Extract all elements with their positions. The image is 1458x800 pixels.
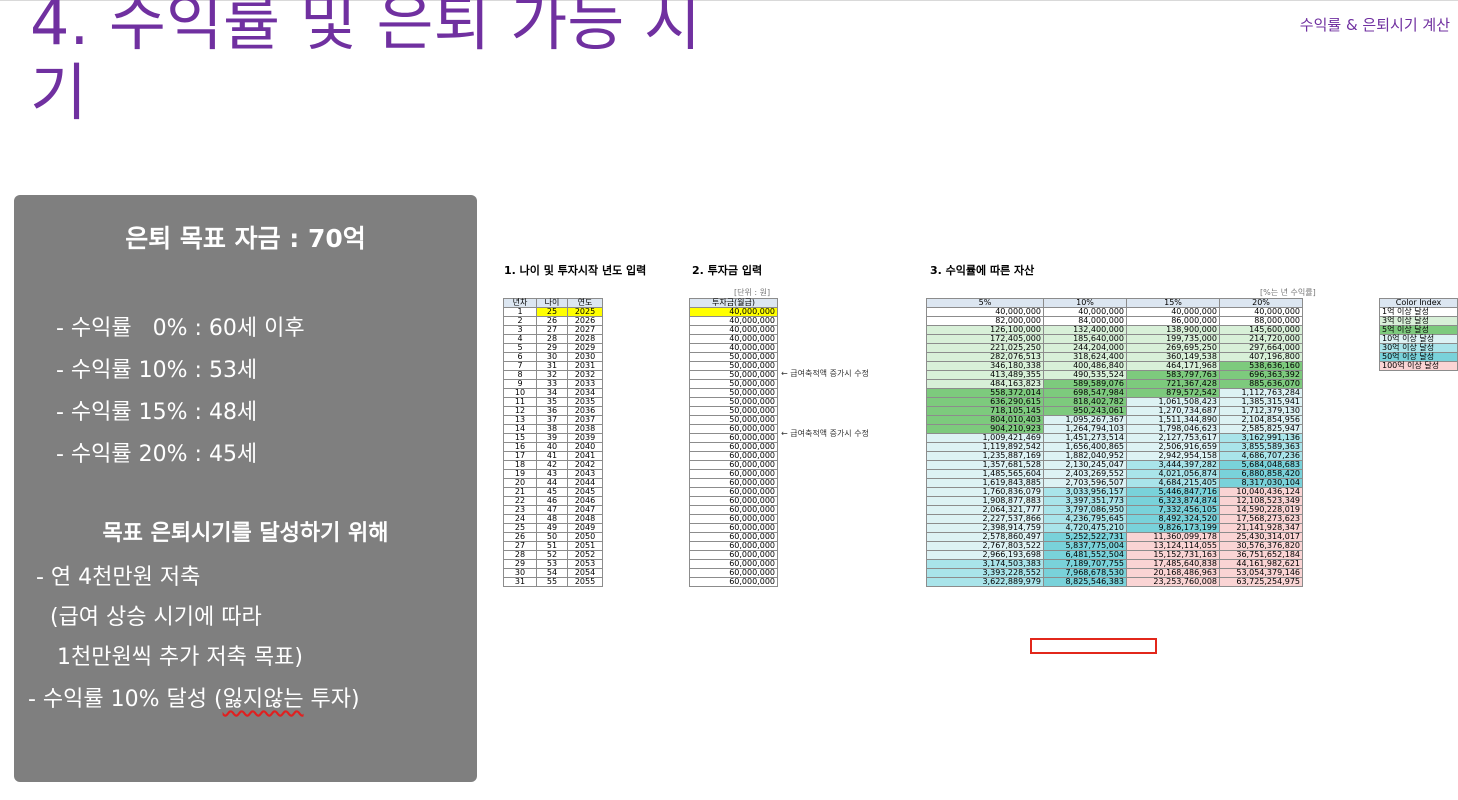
unit-rate-label: [%는 년 수익률] (1260, 288, 1316, 297)
table-row: 1,485,565,604 2,403,269,552 4,021,056,874 6… (926, 469, 1303, 479)
salary-note-1: ← 급여축적액 증가시 수정 (781, 369, 869, 378)
asset-cell: 23,253,760,008 (1126, 577, 1220, 587)
table-row: 1,119,892,542 1,656,400,865 2,506,916,659 3… (926, 442, 1303, 452)
rate-line-15: - 수익률 15% : 48세 (56, 400, 258, 425)
section-asset-by-rate: 3. 수익률에 따른 자산 (930, 264, 1035, 277)
goal-line-return: - 수익률 10% 달성 (잃지않는 투자) (28, 681, 360, 713)
panel-title: 은퇴 목표 자금 : 70억 (125, 224, 366, 253)
table-row: 29 53 2053 (503, 559, 603, 569)
table-row: 1,760,836,079 3,033,956,157 5,446,847,716 1… (926, 487, 1303, 497)
table-row: 11 35 2035 (503, 397, 603, 407)
table-row: 2,064,321,777 3,797,086,950 7,332,456,105 1… (926, 505, 1303, 515)
table-row: 282,076,513 318,624,400 360,149,538 407,196… (926, 352, 1303, 362)
year-num-cell: 31 (503, 577, 537, 587)
table-row: 1,235,887,169 1,882,040,952 2,942,954,158 4… (926, 451, 1303, 461)
goal-heading: 목표 은퇴시기를 달성하기 위해 (102, 521, 389, 546)
asset-table: 5% 10% 15% 20% 40,000,000 40,000,000 40,000,0… (926, 298, 1303, 587)
table-row: 40,000,000 40,000,000 40,000,000 40,000,000 (926, 307, 1303, 317)
table-row: 8 32 2032 (503, 370, 603, 380)
legend-row: 100억 이상 달성 (1379, 361, 1458, 371)
asset-cell: 3,622,889,979 (926, 577, 1044, 587)
table-row: 221,025,250 244,204,000 269,695,250 297,664… (926, 343, 1303, 353)
rate-line-10: - 수익률 10% : 53세 (56, 358, 258, 383)
top-divider (0, 0, 1458, 1)
summary-panel: 은퇴 목표 자금 : 70억 - 수익률 0% : 60세 이후 - 수익률 1… (14, 195, 477, 782)
goal-line-save: - 연 4천만원 저축 (36, 565, 201, 590)
spreadsheet-image: 1. 나이 및 투자시작 년도 입력 2. 투자금 입력 3. 수익률에 따른 … (498, 258, 1458, 678)
section-investment-input: 2. 투자금 입력 (692, 262, 763, 278)
unit-won-label: [단위 : 원] (734, 288, 771, 297)
highlight-box (1030, 638, 1157, 654)
table-row: 1,619,843,885 2,703,596,507 4,684,215,405 8… (926, 478, 1303, 488)
table-row: 30 54 2054 (503, 568, 603, 578)
rate-line-20: - 수익률 20% : 45세 (56, 442, 258, 467)
age-cell: 55 (536, 577, 568, 587)
asset-cell: 63,725,254,975 (1219, 577, 1303, 587)
table-row: 31 55 2055 (503, 577, 603, 587)
age-year-table: 년차 나이 연도 1 25 2025 2 26 2026 3 27 2027 4 28 2028 5 29… (503, 298, 603, 587)
goal-line-raise: (급여 상승 시기에 따라 (36, 605, 262, 630)
table-row: 413,489,355 490,535,524 583,797,763 696,363… (926, 370, 1303, 380)
slide-title: 4. 수익률 및 은퇴 가능 시기 (30, 0, 702, 129)
table-row: 3,622,889,979 8,825,546,383 23,253,760,008… (926, 577, 1303, 587)
asset-cell: 8,825,546,383 (1043, 577, 1127, 587)
color-index-legend: Color Index 1억 이상 달성 3억 이상 달성 5억 이상 달성 10억 … (1379, 298, 1458, 371)
year-cell: 2055 (567, 577, 603, 587)
table-row: 636,290,615 818,402,782 1,061,508,423 1,385… (926, 397, 1303, 407)
goal-return-suffix: 투자) (303, 687, 360, 712)
legend-item: 100억 이상 달성 (1379, 361, 1458, 371)
goal-line-extra: 1천만원씩 추가 저축 목표) (36, 645, 303, 670)
goal-return-prefix: - 수익률 10% 달성 ( (28, 687, 223, 712)
rate-line-0: - 수익률 0% : 60세 이후 (56, 316, 305, 341)
investment-table: 투자금(월급) 40,000,000 40,000,000 40,000,000 40… (689, 298, 778, 587)
investment-cell: 60,000,000 (689, 577, 778, 587)
corner-label: 수익률 & 은퇴시기 계산 (1299, 16, 1450, 34)
table-row: 718,105,145 950,243,061 1,270,734,687 1,712… (926, 406, 1303, 416)
salary-note-2: ← 급여축적액 증가시 수정 (781, 429, 869, 438)
table-row: 3,174,503,383 7,189,707,755 17,485,640,838… (926, 559, 1303, 569)
table-row: 2,398,914,759 4,720,475,210 9,826,173,199 2… (926, 523, 1303, 533)
table-row: 904,210,923 1,264,794,103 1,798,046,623 2,5… (926, 424, 1303, 434)
table-row: 804,010,403 1,095,267,367 1,511,344,890 2,1… (926, 415, 1303, 425)
table-row: 1,357,681,528 2,130,245,047 3,444,397,282 5… (926, 460, 1303, 470)
spellcheck-mark: 잃지않는 (222, 687, 304, 712)
table-row: 346,180,338 400,486,840 464,171,968 538,636… (926, 361, 1303, 371)
table-row: 60,000,000 (689, 577, 778, 587)
section-age-input: 1. 나이 및 투자시작 년도 입력 (504, 264, 647, 277)
